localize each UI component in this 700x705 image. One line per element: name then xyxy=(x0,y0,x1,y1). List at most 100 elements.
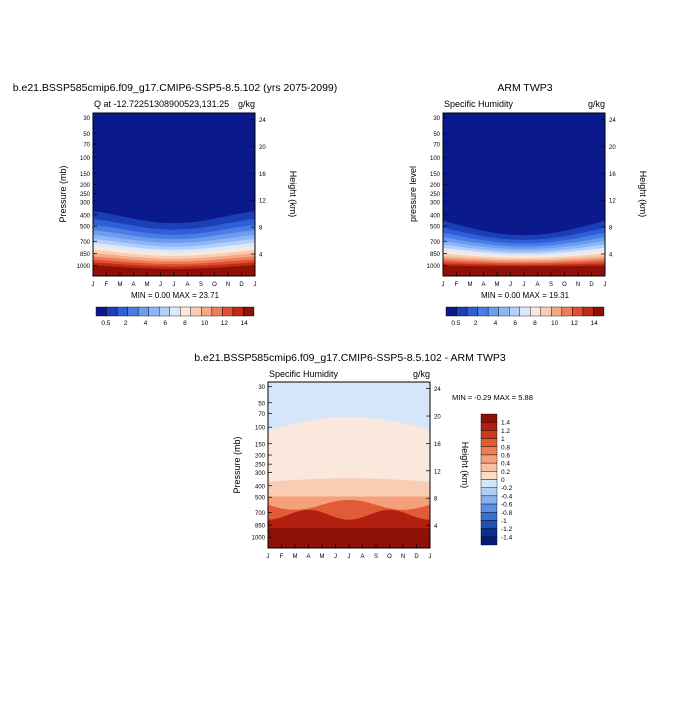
colorbar-label: 1 xyxy=(501,436,505,443)
colorbar-label: 1.4 xyxy=(501,420,510,427)
month-tick-label: D xyxy=(589,282,594,288)
pressure-tick-label: 850 xyxy=(430,252,441,258)
panel2-title: ARM TWP3 xyxy=(497,82,552,94)
pressure-tick-label: 850 xyxy=(255,524,266,530)
pressure-tick-label: 30 xyxy=(258,385,265,391)
month-tick-label: D xyxy=(414,554,419,560)
panel3-subtitle-left: Specific Humidity xyxy=(269,369,339,379)
colorbar-cell xyxy=(480,487,498,497)
colorbar-cell xyxy=(480,454,498,464)
pressure-tick-label: 300 xyxy=(80,200,91,206)
colorbar-cell xyxy=(540,306,552,317)
colorbar-cell xyxy=(572,306,584,317)
colorbar-label: -0.2 xyxy=(501,485,513,492)
month-tick-label: J xyxy=(523,282,526,288)
colorbar-cell xyxy=(116,306,128,317)
colorbar-cell xyxy=(169,306,181,317)
colorbar-cell xyxy=(211,306,223,317)
pressure-tick-label: 1000 xyxy=(77,264,91,270)
height-tick-label: 8 xyxy=(609,226,613,232)
pressure-tick-label: 30 xyxy=(433,116,440,122)
colorbar-cell xyxy=(480,512,498,521)
pressure-tick-label: 500 xyxy=(80,225,91,231)
height-tick-label: 12 xyxy=(259,199,266,205)
month-tick-label: A xyxy=(185,282,189,288)
pressure-tick-label: 150 xyxy=(255,442,266,448)
month-tick-label: N xyxy=(576,282,580,288)
pressure-tick-label: 250 xyxy=(80,192,91,198)
month-tick-label: J xyxy=(92,282,95,288)
month-tick-label: J xyxy=(348,554,351,560)
colorbar-label: 10 xyxy=(551,320,559,327)
pressure-tick-label: 700 xyxy=(80,240,91,246)
colorbar-label: 2 xyxy=(474,320,478,327)
colorbar-label: -0.6 xyxy=(501,502,513,509)
pressure-tick-label: 1000 xyxy=(427,264,441,270)
height-tick-label: 24 xyxy=(434,387,441,393)
colorbar-label: -1.2 xyxy=(501,526,513,533)
height-tick-label: 16 xyxy=(434,442,441,448)
month-tick-label: J xyxy=(442,282,445,288)
colorbar-label: 0.5 xyxy=(101,320,110,327)
panel2-subtitle-right: g/kg xyxy=(588,99,605,109)
colorbar-label: 14 xyxy=(591,320,599,327)
colorbar-label: 0.5 xyxy=(451,320,460,327)
colorbar-label: -0.4 xyxy=(501,493,513,500)
panel2-ylabel-right: Height (km) xyxy=(638,171,648,218)
colorbar-label: 4 xyxy=(494,320,498,327)
month-tick-label: A xyxy=(131,282,135,288)
pressure-tick-label: 100 xyxy=(255,426,266,432)
month-tick-label: J xyxy=(429,554,432,560)
month-tick-label: F xyxy=(280,554,284,560)
pressure-tick-label: 70 xyxy=(433,142,440,148)
colorbar-label: 6 xyxy=(513,320,517,327)
height-tick-label: 12 xyxy=(609,199,616,205)
colorbar-cell xyxy=(498,306,510,317)
height-tick-label: 16 xyxy=(609,172,616,178)
pressure-tick-label: 100 xyxy=(430,156,441,162)
colorbar-label: 0.4 xyxy=(501,461,510,468)
pressure-tick-label: 700 xyxy=(255,511,266,517)
pressure-tick-label: 50 xyxy=(83,132,90,138)
height-tick-label: 20 xyxy=(259,145,266,151)
pressure-tick-label: 70 xyxy=(83,142,90,148)
colorbar-cell xyxy=(487,306,499,317)
pressure-tick-label: 200 xyxy=(430,183,441,189)
colorbar-cell xyxy=(232,306,244,317)
month-tick-label: M xyxy=(118,282,123,288)
month-tick-label: M xyxy=(320,554,325,560)
panel1-axes: 30 50 70 100 150 200 250 300 400 500 700 850 1000 24 2… xyxy=(77,116,267,288)
height-tick-label: 12 xyxy=(434,469,441,475)
panel1-plot-area xyxy=(93,113,255,276)
colorbar-label: 8 xyxy=(533,320,537,327)
pressure-tick-label: 1000 xyxy=(252,536,266,542)
pressure-tick-label: 500 xyxy=(255,496,266,502)
panel1-subtitle-left: Q at -12.72251308900523,131.25 xyxy=(94,99,229,109)
pressure-tick-label: 70 xyxy=(258,412,265,418)
colorbar-label: 4 xyxy=(144,320,148,327)
colorbar-label: 12 xyxy=(571,320,579,327)
colorbar-label: 0.6 xyxy=(501,452,510,459)
pressure-tick-label: 400 xyxy=(255,484,266,490)
colorbar-label: 2 xyxy=(124,320,128,327)
colorbar-cell xyxy=(480,495,498,505)
panel1-minmax: MIN = 0.00 MAX = 23.71 xyxy=(131,291,220,300)
panel2-colorbar: 0.5 2 4 6 8 10 12 14 xyxy=(445,306,605,327)
colorbar-cell xyxy=(137,306,149,317)
colorbar-cell xyxy=(480,503,498,513)
height-tick-label: 20 xyxy=(609,145,616,151)
month-tick-label: J xyxy=(254,282,257,288)
colorbar-label: -1 xyxy=(501,518,507,525)
height-tick-label: 16 xyxy=(259,172,266,178)
month-tick-label: A xyxy=(306,554,310,560)
colorbar-cell xyxy=(480,421,498,431)
colorbar-label: 10 xyxy=(201,320,209,327)
colorbar-label: -0.8 xyxy=(501,510,513,517)
colorbar-label: 8 xyxy=(183,320,187,327)
pressure-tick-label: 150 xyxy=(80,172,91,178)
month-tick-label: J xyxy=(334,554,337,560)
month-tick-label: M xyxy=(495,282,500,288)
month-tick-label: S xyxy=(549,282,553,288)
month-tick-label: S xyxy=(374,554,378,560)
pressure-tick-label: 500 xyxy=(430,225,441,231)
